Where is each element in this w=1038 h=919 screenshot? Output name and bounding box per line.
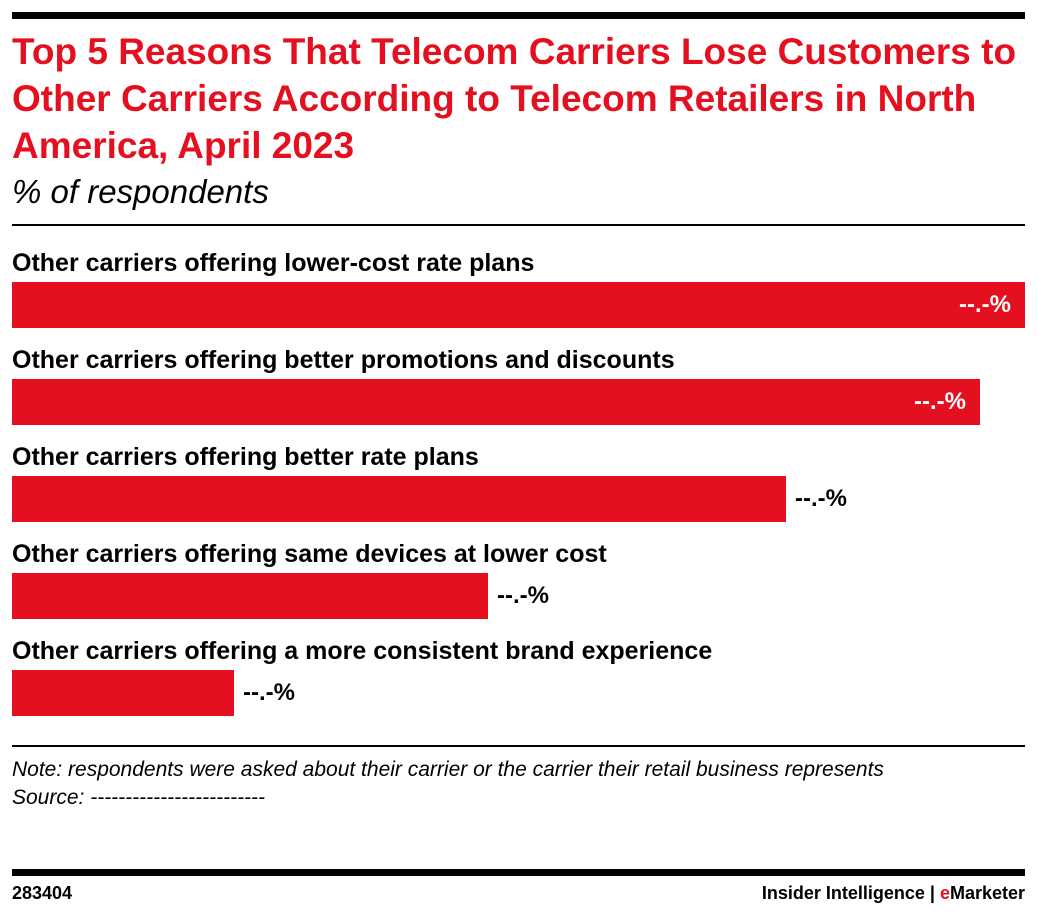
brand-e: e	[939, 883, 950, 903]
footnote-source: Source: -------------------------	[12, 786, 266, 809]
chart-id: 283404	[12, 883, 73, 903]
top-rule	[12, 12, 1025, 19]
bottom-rule	[12, 869, 1025, 876]
value-label: --.-%	[497, 582, 549, 609]
bar-chart: Other carriers offering lower-cost rate …	[0, 240, 1038, 730]
value-label: --.-%	[959, 291, 1011, 318]
footnote: Note: respondents were asked about their…	[12, 756, 1025, 812]
category-label: Other carriers offering a more consisten…	[12, 637, 713, 665]
bar	[12, 670, 234, 716]
footnote-note: Note: respondents were asked about their…	[12, 758, 884, 781]
value-label: --.-%	[914, 388, 966, 415]
category-label: Other carriers offering lower-cost rate …	[12, 249, 535, 277]
bar	[12, 476, 786, 522]
chart-title: Top 5 Reasons That Telecom Carriers Lose…	[12, 31, 1017, 166]
brand-rest: Marketer	[949, 883, 1025, 903]
value-label: --.-%	[243, 679, 295, 706]
bar	[12, 282, 1025, 328]
category-label: Other carriers offering better rate plan…	[12, 443, 479, 471]
category-label: Other carriers offering better promotion…	[12, 346, 675, 374]
footnote-rule	[12, 745, 1025, 747]
brand-prefix: Insider Intelligence |	[761, 883, 940, 903]
brand-logo: Insider Intelligence | eMarketer	[762, 883, 1025, 904]
bar	[12, 573, 488, 619]
bar	[12, 379, 980, 425]
chart-subtitle: % of respondents	[12, 173, 269, 210]
header-rule	[12, 224, 1025, 226]
value-label: --.-%	[795, 485, 847, 512]
category-label: Other carriers offering same devices at …	[12, 540, 607, 568]
